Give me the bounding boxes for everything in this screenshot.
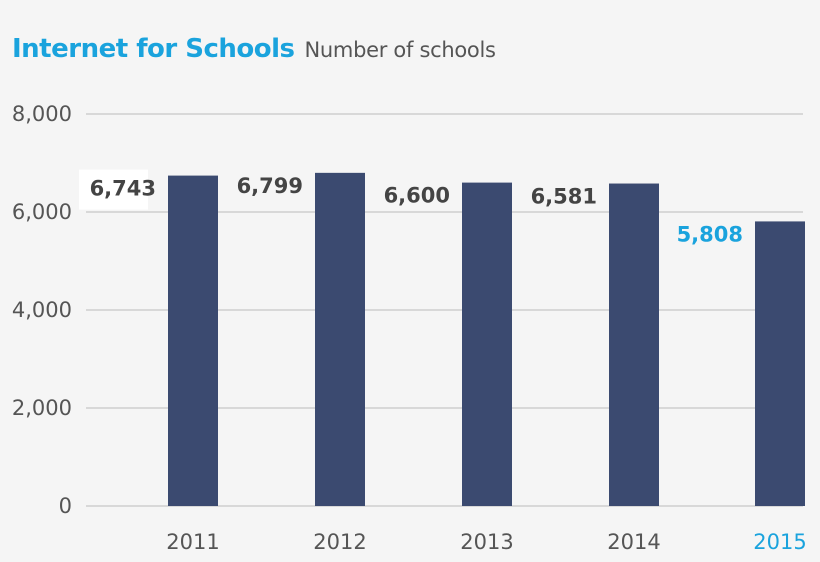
data-label-background bbox=[79, 169, 148, 210]
bar-2013 bbox=[462, 182, 512, 506]
y-tick-label: 6,000 bbox=[12, 200, 72, 224]
bar-2015 bbox=[755, 221, 805, 506]
chart-subtitle: Number of schools bbox=[304, 38, 496, 62]
data-labels: 6,743 6,799 6,600 6,581 5,808 bbox=[79, 169, 743, 246]
x-axis-ticks: 2011 2012 2013 2014 2015 bbox=[166, 530, 806, 554]
bar-2011 bbox=[168, 175, 218, 506]
chart-header: Internet for Schools Number of schools bbox=[12, 34, 496, 74]
data-label-2011: 6,743 bbox=[90, 177, 156, 201]
data-label-2014: 6,581 bbox=[531, 185, 597, 209]
bars bbox=[168, 172, 805, 506]
x-tick-label-2014: 2014 bbox=[607, 530, 660, 554]
data-label-2015: 5,808 bbox=[677, 222, 743, 246]
bar-2012 bbox=[315, 172, 365, 506]
chart-title: Internet for Schools bbox=[12, 34, 295, 64]
x-tick-label-2011: 2011 bbox=[166, 530, 219, 554]
y-tick-label: 2,000 bbox=[12, 396, 72, 420]
data-label-2012: 6,799 bbox=[237, 174, 303, 198]
y-tick-label: 4,000 bbox=[12, 298, 72, 322]
y-axis-ticks: 0 2,000 4,000 6,000 8,000 bbox=[12, 102, 72, 518]
bar-2014 bbox=[609, 183, 659, 506]
x-tick-label-2015: 2015 bbox=[753, 530, 806, 554]
x-tick-label-2013: 2013 bbox=[460, 530, 513, 554]
y-tick-label: 0 bbox=[59, 494, 72, 518]
y-tick-label: 8,000 bbox=[12, 102, 72, 126]
x-tick-label-2012: 2012 bbox=[313, 530, 366, 554]
data-label-2013: 6,600 bbox=[384, 184, 450, 208]
